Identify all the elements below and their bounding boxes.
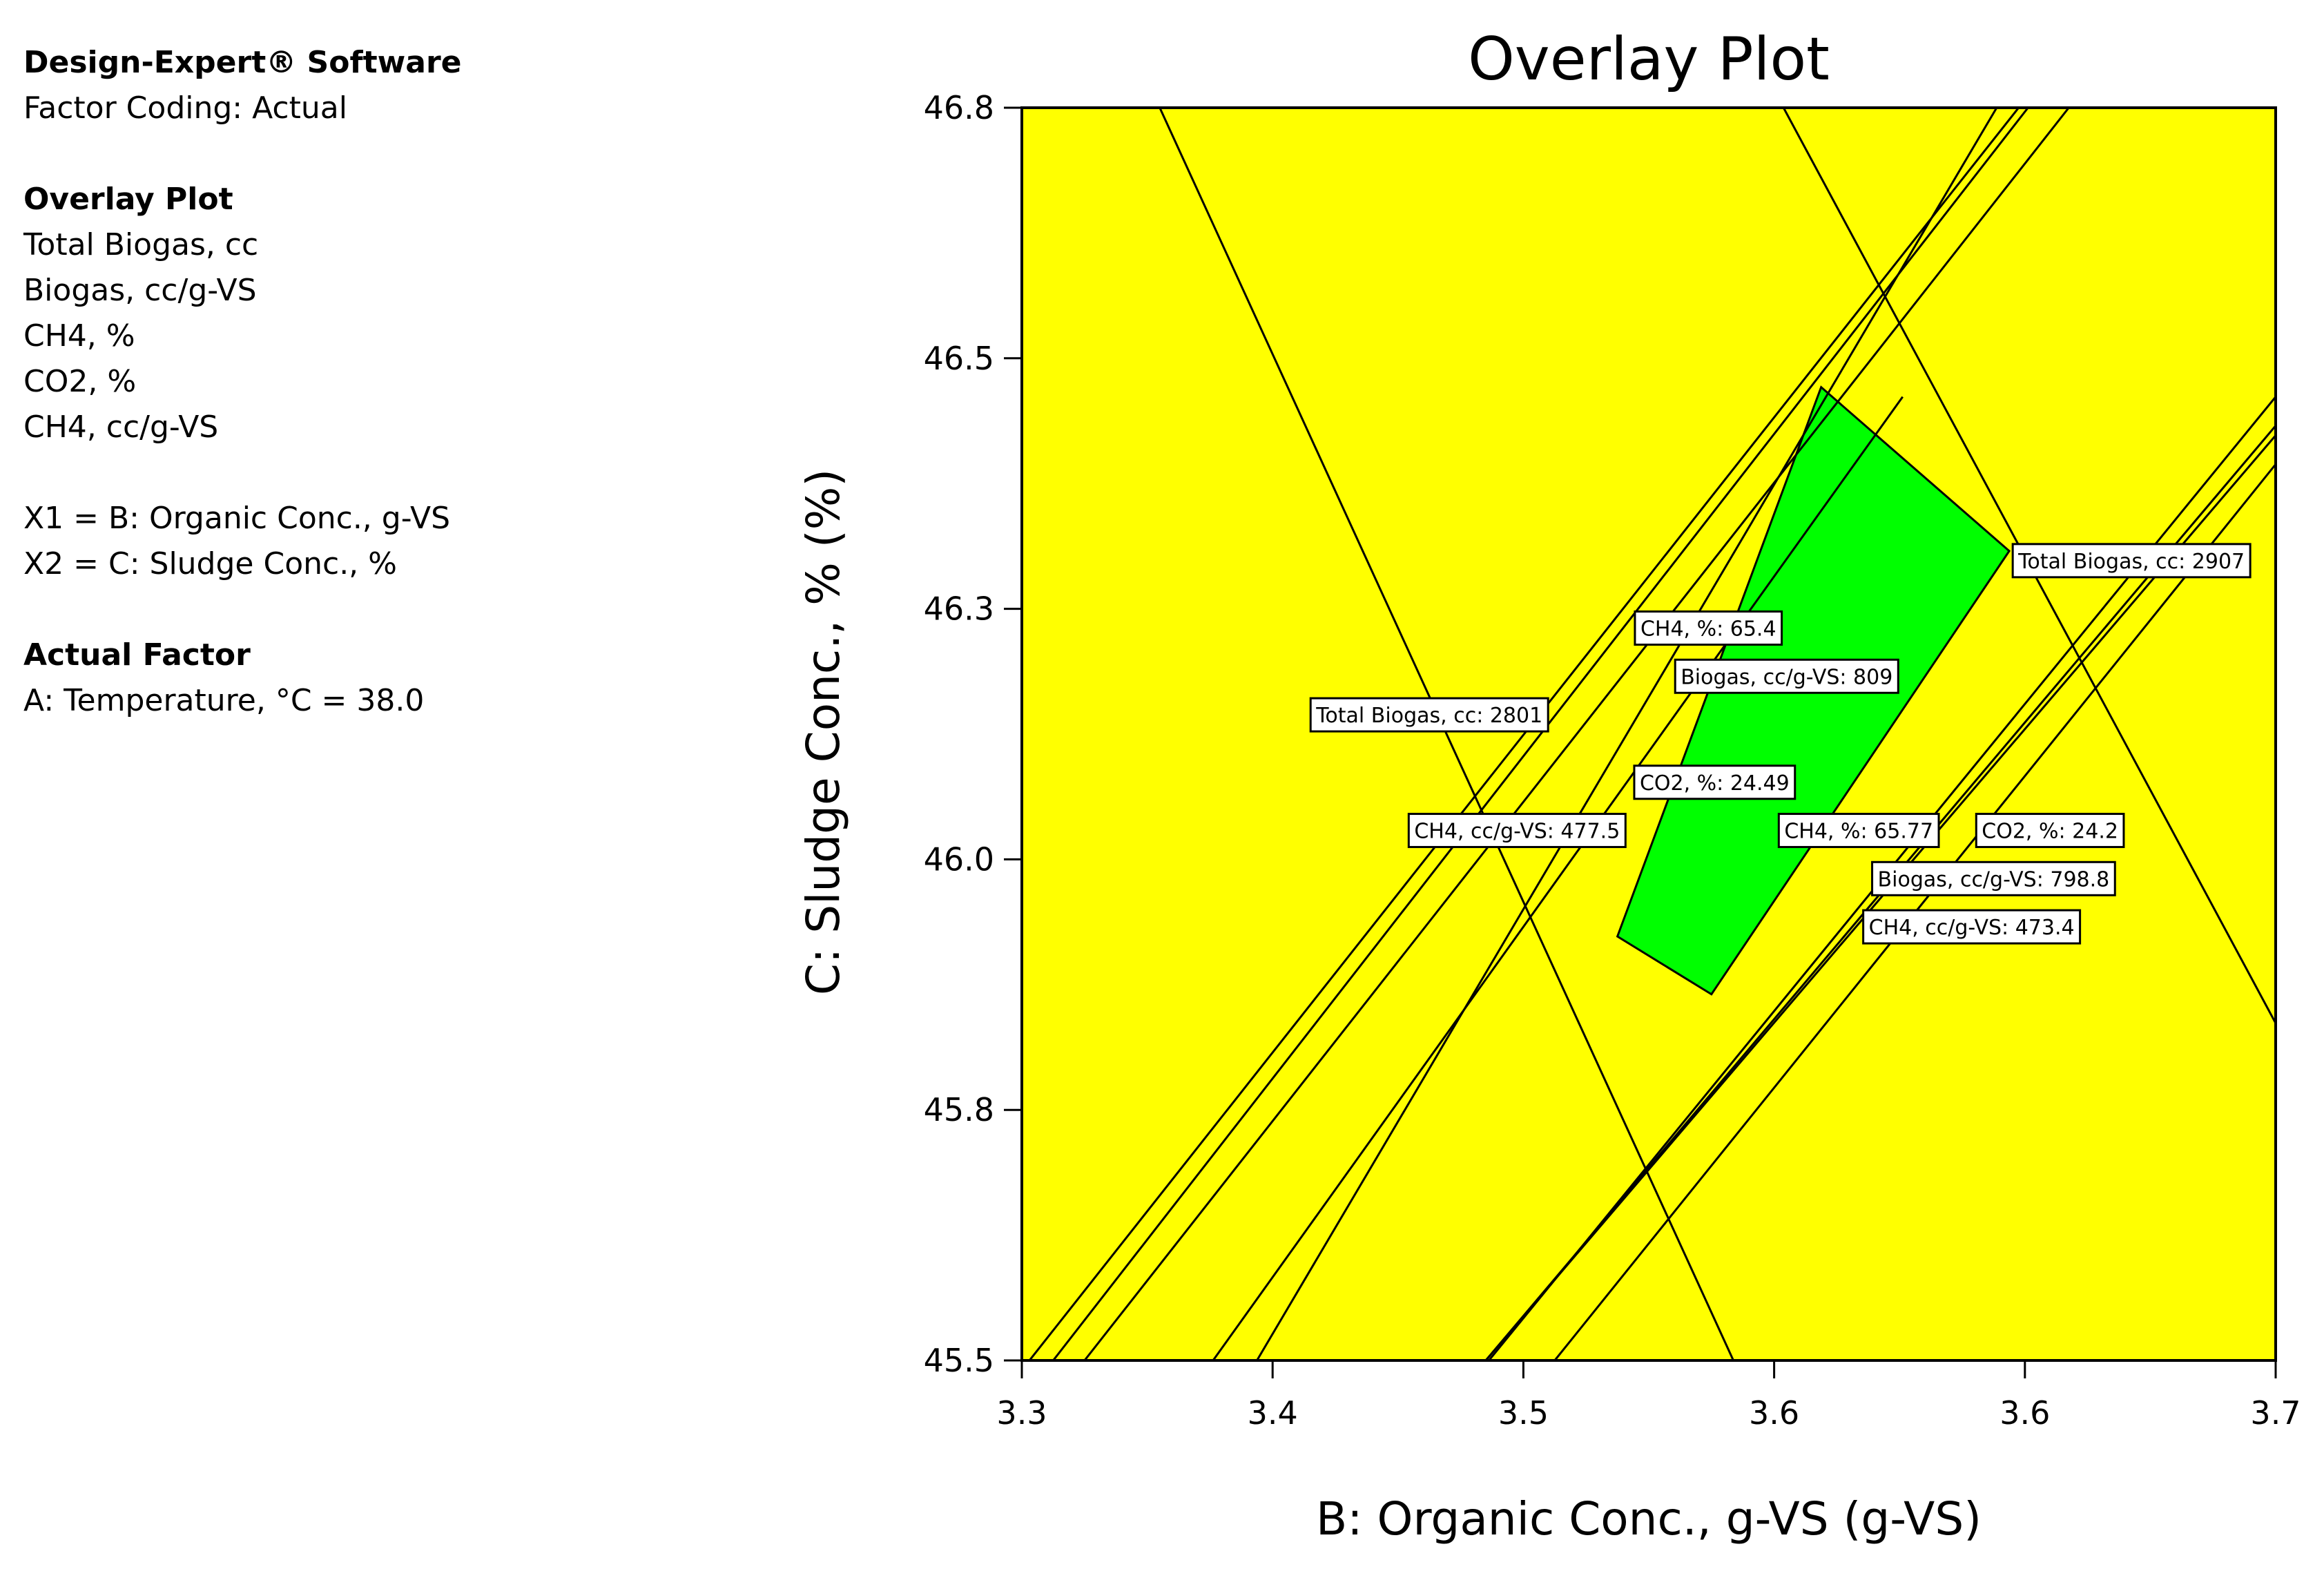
x2-definition: X2 = C: Sludge Conc., %: [23, 546, 397, 581]
contour-label-text: Total Biogas, cc: 2907: [2017, 550, 2245, 574]
plot-frame: [1020, 106, 2277, 1362]
contour-label-box: [1871, 860, 2116, 896]
x-tick-label: 3.6: [1749, 1394, 1799, 1432]
x-tick-label: 3.5: [1498, 1394, 1549, 1432]
y-axis-title: C: Sludge Conc., % (%): [797, 469, 850, 995]
contour-line: [1256, 108, 1998, 1360]
contour-label-text: CH4, %: 65.77: [1784, 820, 1933, 844]
contour-line: [1484, 434, 2276, 1360]
contour-label-box: [1407, 813, 1627, 849]
response-item: Total Biogas, cc: [23, 227, 259, 262]
x-axis-title: B: Organic Conc., g-VS (g-VS): [1316, 1492, 1982, 1546]
contour-label-text: CH4, cc/g-VS: 473.4: [1869, 916, 2075, 940]
contour-label-text: CO2, %: 24.2: [1982, 820, 2118, 844]
contour-line: [1083, 108, 2070, 1360]
contour-label-text: CO2, %: 24.49: [1640, 771, 1790, 796]
x1-definition: X1 = B: Organic Conc., g-VS: [23, 501, 451, 536]
y-tick-label: 46.5: [924, 340, 994, 377]
actual-factor-heading: Actual Factor: [23, 637, 251, 673]
x-tick-label: 3.7: [2250, 1394, 2301, 1432]
contour-label-box: [1777, 813, 1940, 849]
contour-line: [1052, 108, 2029, 1360]
y-tick-label: 46.3: [924, 590, 994, 628]
response-item: CH4, cc/g-VS: [23, 410, 219, 445]
chart-title: Overlay Plot: [1468, 25, 1830, 94]
x-tick-label: 3.3: [996, 1394, 1047, 1432]
contour-value-label: CH4, cc/g-VS: 473.4: [1862, 909, 2082, 945]
software-name: Design-Expert® Software: [23, 45, 462, 80]
y-tick-label: 46.8: [924, 89, 994, 126]
contour-label-text: Biogas, cc/g-VS: 809: [1681, 665, 1892, 689]
overlay-heading: Overlay Plot: [23, 182, 233, 217]
contour-value-label: CO2, %: 24.49: [1633, 764, 1797, 800]
contour-line: [1212, 396, 1904, 1360]
contour-label-text: CH4, %: 65.4: [1640, 617, 1776, 642]
contour-label-box: [1634, 610, 1783, 646]
contour-value-label: Total Biogas, cc: 2907: [2011, 543, 2252, 579]
contour-line: [1159, 108, 1734, 1360]
contour-value-label: Biogas, cc/g-VS: 798.8: [1871, 860, 2116, 896]
factor-coding: Factor Coding: Actual: [23, 90, 347, 126]
contour-line: [1028, 108, 2020, 1360]
contour-value-label: Total Biogas, cc: 2801: [1309, 697, 1549, 733]
y-tick-label: 45.5: [924, 1342, 994, 1379]
contour-label-text: CH4, cc/g-VS: 477.5: [1414, 820, 1620, 844]
contour-label-box: [1862, 909, 2082, 945]
x-tick-label: 3.6: [1999, 1394, 2050, 1432]
contour-label-box: [1633, 764, 1797, 800]
actual-factor-value: A: Temperature, °C = 38.0: [23, 683, 425, 718]
contour-value-label: CH4, %: 65.77: [1777, 813, 1940, 849]
y-tick-label: 46.0: [924, 840, 994, 878]
contour-label-box: [1975, 813, 2125, 849]
response-item: Biogas, cc/g-VS: [23, 273, 257, 308]
y-tick-label: 45.8: [924, 1091, 994, 1128]
contour-label-text: Biogas, cc/g-VS: 798.8: [1878, 867, 2110, 892]
contour-label-text: Total Biogas, cc: 2801: [1315, 704, 1542, 728]
contour-label-box: [2011, 543, 2252, 579]
infeasible-region: [1022, 108, 2276, 1360]
contour-value-label: CH4, cc/g-VS: 477.5: [1407, 813, 1627, 849]
response-item: CO2, %: [23, 364, 137, 399]
x-tick-label: 3.4: [1248, 1394, 1298, 1432]
contour-value-label: CH4, %: 65.4: [1634, 610, 1783, 646]
response-item: CH4, %: [23, 318, 135, 354]
contour-value-label: Biogas, cc/g-VS: 809: [1674, 658, 1899, 694]
contour-label-box: [1309, 697, 1549, 733]
legend-panel: Design-Expert® Software Factor Coding: A…: [23, 40, 714, 724]
contour-value-label: CO2, %: 24.2: [1975, 813, 2125, 849]
contour-label-box: [1674, 658, 1899, 694]
